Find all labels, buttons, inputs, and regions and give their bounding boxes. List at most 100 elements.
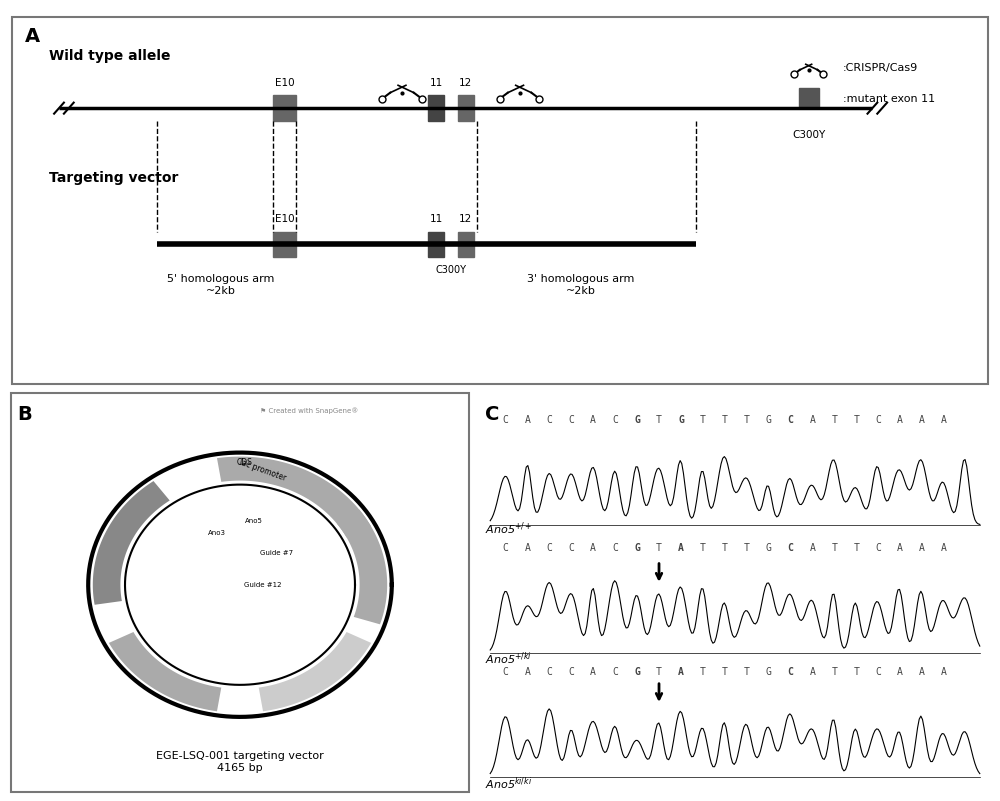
Text: 11: 11 [430, 214, 443, 224]
Text: T: T [853, 667, 859, 677]
Bar [273, 231, 296, 257]
Text: C: C [788, 667, 794, 677]
Text: C: C [546, 543, 552, 553]
Text: 12: 12 [459, 214, 472, 224]
Text: T: T [722, 543, 728, 553]
Text: T: T [700, 415, 706, 425]
Polygon shape [217, 457, 371, 537]
Text: G: G [766, 543, 772, 553]
Text: A: A [941, 543, 947, 553]
Text: T: T [700, 543, 706, 553]
Text: A: A [590, 415, 596, 425]
FancyBboxPatch shape [11, 393, 469, 792]
Text: 11: 11 [430, 78, 443, 88]
Text: A: A [678, 543, 684, 553]
Text: Ano3: Ano3 [208, 529, 226, 536]
Text: C: C [788, 415, 794, 425]
Text: A: A [25, 27, 40, 46]
Text: C: C [612, 543, 618, 553]
Text: T: T [832, 415, 837, 425]
Text: 12: 12 [459, 78, 472, 88]
Text: G: G [766, 667, 772, 677]
Text: A: A [524, 667, 530, 677]
Text: :mutant exon 11: :mutant exon 11 [843, 94, 935, 104]
Text: C: C [503, 543, 508, 553]
Text: A: A [524, 543, 530, 553]
Text: T: T [832, 543, 837, 553]
Text: C: C [875, 543, 881, 553]
Text: T: T [722, 415, 728, 425]
Text: T: T [700, 667, 706, 677]
Bar [428, 95, 444, 121]
Text: T: T [853, 543, 859, 553]
Text: T: T [722, 667, 728, 677]
Text: Ano5$^{ki/ki}$: Ano5$^{ki/ki}$ [485, 775, 532, 791]
Text: lac promoter: lac promoter [238, 457, 288, 482]
Text: :CRISPR/Cas9: :CRISPR/Cas9 [843, 62, 918, 73]
Text: Ano5$^{+/+}$: Ano5$^{+/+}$ [485, 521, 533, 537]
Polygon shape [259, 632, 371, 711]
Text: C: C [788, 543, 794, 553]
Polygon shape [93, 481, 170, 605]
Text: A: A [678, 667, 684, 677]
Text: A: A [919, 543, 925, 553]
Bar [428, 231, 444, 257]
Text: A: A [810, 667, 815, 677]
Text: A: A [810, 543, 815, 553]
Text: G: G [634, 667, 640, 677]
Text: Ano5$^{+/ki}$: Ano5$^{+/ki}$ [485, 650, 532, 667]
Text: A: A [524, 415, 530, 425]
Text: E10: E10 [275, 78, 294, 88]
Text: T: T [853, 415, 859, 425]
Text: 5' homologous arm
~2kb: 5' homologous arm ~2kb [167, 274, 274, 296]
Text: T: T [744, 543, 750, 553]
Text: C: C [568, 667, 574, 677]
Text: A: A [897, 543, 903, 553]
Text: G: G [678, 415, 684, 425]
Text: A: A [919, 415, 925, 425]
Text: A: A [941, 667, 947, 677]
Text: 3' homologous arm
~2kb: 3' homologous arm ~2kb [527, 274, 635, 296]
Text: T: T [744, 667, 750, 677]
Text: A: A [897, 415, 903, 425]
Polygon shape [109, 632, 221, 711]
FancyBboxPatch shape [12, 17, 988, 384]
Polygon shape [337, 509, 387, 624]
Text: T: T [656, 543, 662, 553]
Text: T: T [656, 415, 662, 425]
Text: C: C [546, 667, 552, 677]
Text: A: A [590, 667, 596, 677]
Text: ⚑ Created with SnapGene®: ⚑ Created with SnapGene® [260, 407, 358, 413]
Text: Wild type allele: Wild type allele [49, 49, 171, 63]
Text: CDS: CDS [237, 457, 253, 466]
Bar [458, 95, 474, 121]
Text: C: C [612, 415, 618, 425]
Text: T: T [656, 667, 662, 677]
Text: C: C [485, 405, 499, 424]
Text: Guide #7: Guide #7 [260, 549, 293, 556]
Text: T: T [744, 415, 750, 425]
Text: G: G [634, 415, 640, 425]
Text: C: C [612, 667, 618, 677]
Text: A: A [810, 415, 815, 425]
Text: Guide #12: Guide #12 [244, 582, 282, 588]
Text: C: C [503, 667, 508, 677]
Text: C: C [875, 415, 881, 425]
Text: B: B [17, 405, 32, 424]
Text: A: A [897, 667, 903, 677]
Bar [273, 95, 296, 121]
Text: C300Y: C300Y [792, 131, 825, 140]
Text: C: C [568, 415, 574, 425]
Text: C: C [546, 415, 552, 425]
Text: G: G [766, 415, 772, 425]
Text: T: T [832, 667, 837, 677]
Text: Targeting vector: Targeting vector [49, 171, 179, 185]
Text: C: C [503, 415, 508, 425]
Bar [799, 88, 818, 108]
Text: C: C [568, 543, 574, 553]
Text: EGE-LSQ-001 targeting vector
4165 bp: EGE-LSQ-001 targeting vector 4165 bp [156, 751, 324, 773]
Bar [458, 231, 474, 257]
Text: G: G [634, 543, 640, 553]
Text: E10: E10 [275, 214, 294, 224]
Text: C300Y: C300Y [436, 264, 466, 275]
